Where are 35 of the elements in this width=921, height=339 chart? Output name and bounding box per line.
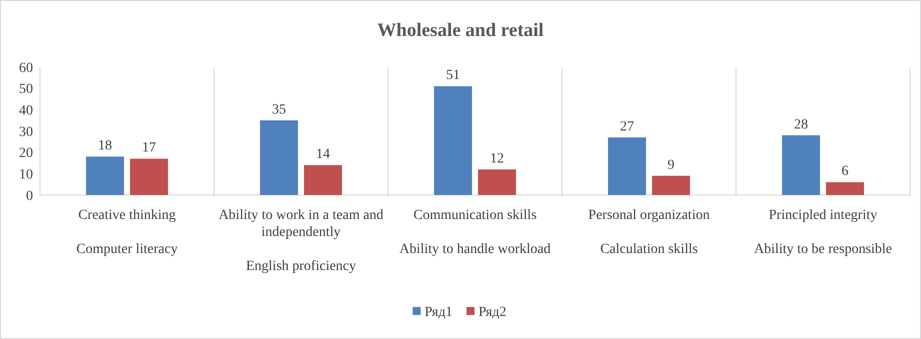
y-tick-label: 30 bbox=[19, 124, 33, 140]
category-label: Principled integrity Ability to be responsible bbox=[754, 208, 892, 257]
legend-label: Ряд2 bbox=[478, 304, 506, 320]
data-label: 18 bbox=[98, 138, 112, 154]
y-tick-label: 20 bbox=[19, 146, 33, 162]
bar bbox=[608, 137, 646, 195]
data-label: 6 bbox=[842, 164, 848, 180]
data-label: 27 bbox=[620, 119, 634, 134]
legend-label: Ряд1 bbox=[424, 304, 453, 320]
y-tick-label: 0 bbox=[26, 188, 33, 204]
y-tick-label: 40 bbox=[19, 104, 33, 119]
category-label: Ability to work in a team and independently English proficiency bbox=[218, 208, 384, 274]
category-label: Creative thinking Computer literacy bbox=[76, 208, 178, 257]
bar bbox=[826, 182, 864, 195]
category-label: Communication skills Ability to handle workload bbox=[399, 208, 551, 257]
chart-title: Wholesale and retail bbox=[377, 20, 544, 41]
data-label: 17 bbox=[142, 140, 156, 156]
data-label: 51 bbox=[446, 68, 460, 84]
bar bbox=[130, 158, 168, 195]
category-label: Personal organization Calculation skills bbox=[588, 208, 710, 257]
data-label: 14 bbox=[316, 147, 330, 162]
data-label: 35 bbox=[272, 102, 286, 118]
bar bbox=[652, 176, 690, 195]
y-tick-label: 50 bbox=[19, 82, 33, 98]
bar bbox=[434, 86, 472, 195]
bar bbox=[86, 156, 124, 195]
bar bbox=[260, 120, 298, 195]
bar bbox=[782, 135, 820, 195]
bar bbox=[478, 169, 516, 195]
data-label: 12 bbox=[490, 151, 504, 166]
data-label: 28 bbox=[794, 117, 808, 132]
y-tick-label: 10 bbox=[19, 168, 33, 183]
bar bbox=[304, 165, 342, 195]
y-tick-label: 60 bbox=[19, 60, 33, 76]
data-label: 9 bbox=[668, 158, 674, 173]
